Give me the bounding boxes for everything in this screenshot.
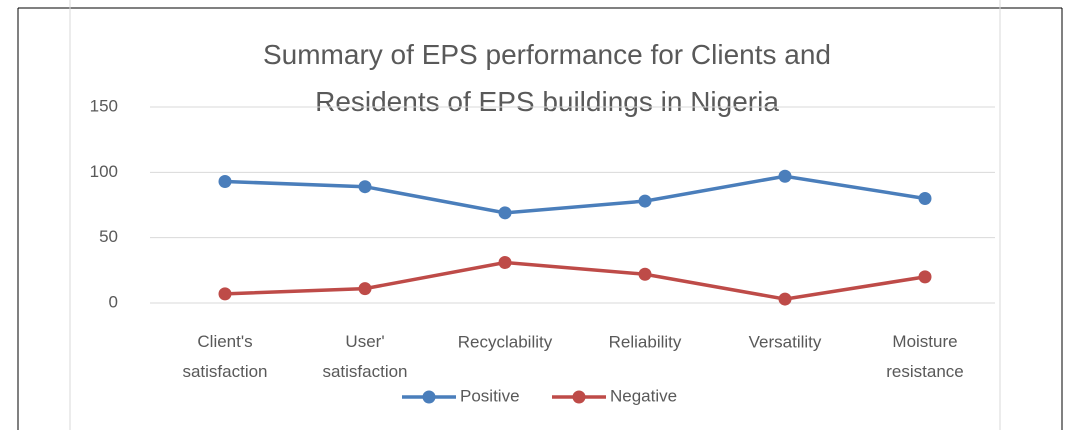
- legend-marker: [572, 390, 586, 404]
- data-point: [218, 174, 232, 188]
- data-point: [918, 191, 932, 205]
- data-point: [638, 267, 652, 281]
- y-tick-label: 100: [90, 162, 118, 181]
- x-tick-label: Reliability: [609, 332, 682, 351]
- data-point: [918, 270, 932, 284]
- x-tick-label: User' satisfaction: [322, 332, 407, 381]
- series-line: [224, 174, 926, 215]
- data-point: [358, 282, 372, 296]
- chart-title: Summary of EPS performance for Clients a…: [263, 39, 831, 117]
- data-point: [358, 180, 372, 194]
- legend-marker: [422, 390, 436, 404]
- data-point: [498, 255, 512, 269]
- data-point: [778, 292, 792, 306]
- data-point: [498, 206, 512, 220]
- y-tick-label: 50: [99, 227, 118, 246]
- y-tick-label: 150: [90, 96, 118, 115]
- chart-area: [69, 0, 1001, 430]
- legend-label: Positive: [460, 386, 520, 405]
- data-point: [218, 287, 232, 301]
- legend-label: Negative: [610, 386, 677, 405]
- x-tick-label: Client's satisfaction: [182, 332, 267, 381]
- x-tick-label: Recyclability: [458, 332, 553, 351]
- x-tick-label: Versatility: [749, 332, 822, 351]
- data-point: [638, 194, 652, 208]
- series-line: [224, 260, 926, 301]
- y-tick-label: 0: [109, 292, 118, 311]
- x-tick-label: Moisture resistance: [886, 332, 963, 381]
- data-point: [778, 169, 792, 183]
